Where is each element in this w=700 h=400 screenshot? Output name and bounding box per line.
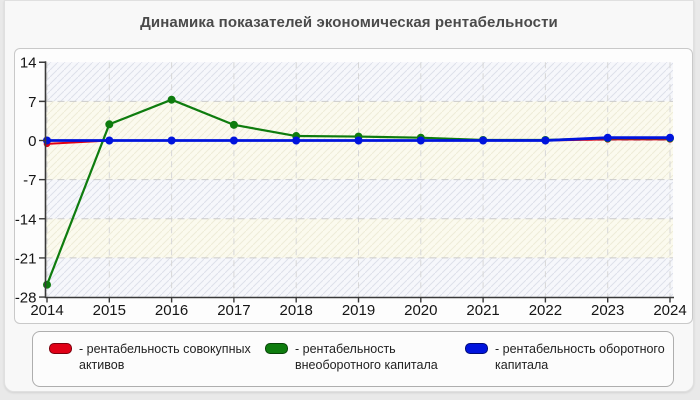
svg-text:-21: -21 xyxy=(15,250,37,267)
svg-text:2015: 2015 xyxy=(93,302,126,319)
svg-text:2023: 2023 xyxy=(591,302,624,319)
legend-item-total-assets: - рентабельность совокупных активов xyxy=(49,341,255,374)
svg-text:2024: 2024 xyxy=(653,302,686,319)
legend-swatch-green-icon xyxy=(265,343,288,354)
legend-swatch-red-icon xyxy=(49,343,72,354)
axes xyxy=(39,61,674,303)
svg-text:7: 7 xyxy=(28,94,36,111)
page-title: Динамика показателей экономическая рента… xyxy=(140,14,558,31)
svg-text:2022: 2022 xyxy=(529,302,562,319)
svg-text:2016: 2016 xyxy=(155,302,188,319)
legend-item-working-capital: - рентабельность оборотного капитала xyxy=(465,341,685,374)
svg-text:14: 14 xyxy=(20,55,37,72)
legend-item-noncurrent-capital: - рентабельность внеоборотного капитала xyxy=(265,341,455,374)
series-2 xyxy=(43,133,674,145)
svg-text:-28: -28 xyxy=(15,290,37,307)
report-card: Динамика показателей экономическая рента… xyxy=(4,0,694,392)
legend-label: - рентабельность оборотного капитала xyxy=(495,342,665,373)
svg-text:2021: 2021 xyxy=(466,302,499,319)
legend-label: - рентабельность совокупных активов xyxy=(79,342,251,373)
svg-text:2019: 2019 xyxy=(342,302,375,319)
svg-text:2018: 2018 xyxy=(280,302,313,319)
chart-legend: - рентабельность совокупных активов - ре… xyxy=(32,331,674,387)
svg-text:2014: 2014 xyxy=(30,302,63,319)
svg-text:-7: -7 xyxy=(23,172,36,189)
plot-background xyxy=(45,62,673,298)
legend-label: - рентабельность внеоборотного капитала xyxy=(295,342,438,373)
chart-panel: 14 7 0 -7 -14 -21 -28 2014 2015 2016 2017 2018 2019 2… xyxy=(14,48,693,324)
svg-text:0: 0 xyxy=(28,133,36,150)
svg-text:-14: -14 xyxy=(15,211,37,228)
legend-swatch-blue-icon xyxy=(465,343,488,354)
svg-text:2017: 2017 xyxy=(217,302,250,319)
svg-text:2020: 2020 xyxy=(404,302,437,319)
